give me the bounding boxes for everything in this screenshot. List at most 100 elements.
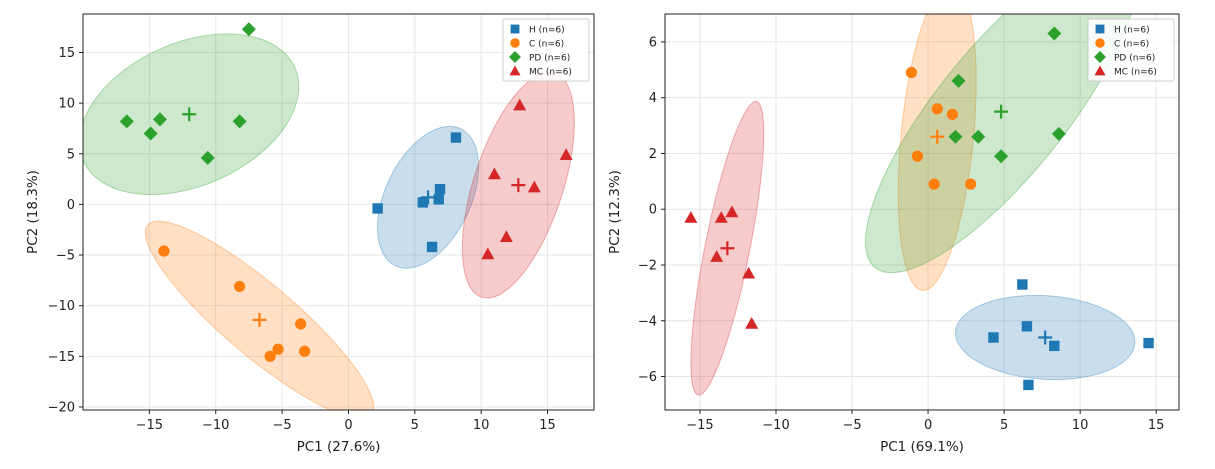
- data-point-h: [1023, 379, 1034, 391]
- centroid-marker-mc: [720, 241, 735, 256]
- x-tick-label: 15: [1148, 418, 1165, 433]
- centroid-marker-mc: [511, 178, 526, 193]
- legend-label-mc: MC (n=6): [529, 68, 572, 78]
- y-tick-label: −4: [638, 314, 657, 329]
- x-tick-label: 15: [539, 418, 556, 433]
- y-tick-label: 2: [649, 147, 657, 162]
- centroid-marker-c: [252, 312, 267, 327]
- data-point-c: [299, 345, 311, 357]
- plot-area: [83, 22, 575, 410]
- x-tick-label: −15: [136, 418, 163, 433]
- x-tick-label: −10: [762, 418, 789, 433]
- y-tick-label: −5: [56, 249, 75, 264]
- data-point-pd: [951, 73, 966, 88]
- legend-marker-h: [1095, 24, 1105, 34]
- x-tick-label: 5: [1000, 418, 1008, 433]
- data-point-pd: [241, 22, 256, 37]
- data-point-mc: [714, 211, 728, 223]
- legend-label-mc: MC (n=6): [1114, 68, 1157, 78]
- legend-label-pd: PD (n=6): [1114, 54, 1155, 64]
- y-tick-label: 4: [649, 91, 657, 106]
- x-axis-label: PC1 (69.1%): [880, 439, 964, 455]
- data-point-pd: [143, 126, 158, 141]
- x-tick-label: 0: [924, 418, 932, 433]
- data-point-c: [234, 280, 246, 293]
- legend-label-c: C (n=6): [1114, 40, 1149, 50]
- x-tick-label: 10: [473, 418, 490, 433]
- data-point-h: [372, 203, 383, 214]
- legend-marker-c: [510, 38, 520, 48]
- data-point-mc: [513, 98, 527, 111]
- data-point-mc: [745, 317, 759, 329]
- legend-box: [502, 18, 590, 82]
- x-tick-label: −5: [842, 418, 861, 433]
- y-tick-label: −2: [638, 258, 657, 273]
- data-point-h: [988, 332, 999, 343]
- x-axis-label: PC1 (27.6%): [297, 439, 381, 455]
- data-point-mc: [481, 247, 495, 260]
- legend-marker-c: [1095, 38, 1105, 48]
- y-axis-label: PC2 (18.3%): [25, 170, 41, 254]
- data-point-h: [417, 197, 428, 208]
- data-point-pd: [994, 149, 1009, 164]
- data-point-pd: [152, 112, 167, 127]
- legend-label-c: C (n=6): [529, 40, 564, 50]
- data-point-pd: [948, 129, 963, 144]
- data-point-h: [450, 132, 462, 143]
- legend-box: [1087, 18, 1175, 82]
- y-tick-label: −20: [48, 400, 75, 415]
- data-point-c: [295, 318, 307, 330]
- centroid-marker-h: [1038, 330, 1053, 345]
- data-point-c: [911, 150, 924, 162]
- axes-frame: [82, 13, 595, 411]
- data-point-c: [946, 108, 959, 120]
- data-point-h: [1021, 321, 1033, 332]
- data-point-c: [272, 343, 284, 355]
- x-tick-label: 5: [411, 418, 419, 433]
- centroid-marker-h: [421, 190, 436, 205]
- data-point-mc: [487, 167, 501, 180]
- legend-marker-pd: [509, 51, 521, 63]
- centroid-marker-pd: [182, 107, 197, 122]
- centroid-marker-pd: [994, 104, 1009, 119]
- legend: H (n=6) C (n=6) PD (n=6) MC (n=6): [502, 18, 590, 82]
- data-point-pd: [971, 129, 986, 144]
- y-tick-label: −10: [48, 299, 75, 314]
- x-tick-label: 0: [344, 418, 352, 433]
- legend-marker-h: [510, 24, 520, 34]
- legend-label-pd: PD (n=6): [529, 54, 570, 64]
- legend-marker-mc: [509, 65, 521, 76]
- centroid-marker-c: [930, 129, 945, 144]
- data-point-pd: [1047, 26, 1062, 41]
- data-point-h: [1049, 340, 1060, 352]
- data-point-c: [158, 245, 170, 257]
- data-point-mc: [725, 205, 739, 218]
- y-tick-label: 10: [58, 97, 75, 112]
- x-tick-label: 10: [1072, 418, 1089, 433]
- axes-frame: [664, 13, 1180, 411]
- legend-marker-pd: [1094, 51, 1106, 63]
- legend: H (n=6) C (n=6) PD (n=6) MC (n=6): [1087, 18, 1175, 82]
- y-tick-label: 0: [67, 198, 75, 213]
- data-point-h: [1017, 279, 1028, 290]
- data-point-c: [965, 178, 977, 190]
- data-point-mc: [527, 180, 541, 193]
- data-point-h: [1143, 337, 1154, 349]
- y-tick-label: −15: [48, 350, 75, 365]
- y-axis-label: PC2 (12.3%): [607, 170, 623, 254]
- x-tick-label: −15: [686, 418, 713, 433]
- data-point-pd: [200, 150, 215, 165]
- data-point-mc: [684, 211, 698, 223]
- x-tick-label: −10: [202, 418, 229, 433]
- data-point-pd: [119, 114, 134, 129]
- data-point-pd: [232, 114, 247, 129]
- data-point-mc: [499, 230, 513, 243]
- data-point-mc: [742, 266, 756, 279]
- legend-marker-mc: [1094, 65, 1106, 76]
- data-point-mc: [710, 250, 724, 262]
- pca-panel-1: −15 −10 −5 0 5 10 15 −20 −15 −10 −5 0 5 10 15 PC1 (27.6…: [25, 13, 595, 455]
- data-point-c: [905, 66, 917, 79]
- pca-panel-2: −15 −10 −5 0 5 10 15 −6 −4 −2 0 2 4 6 PC1 (69.1%) PC2 (…: [607, 13, 1180, 455]
